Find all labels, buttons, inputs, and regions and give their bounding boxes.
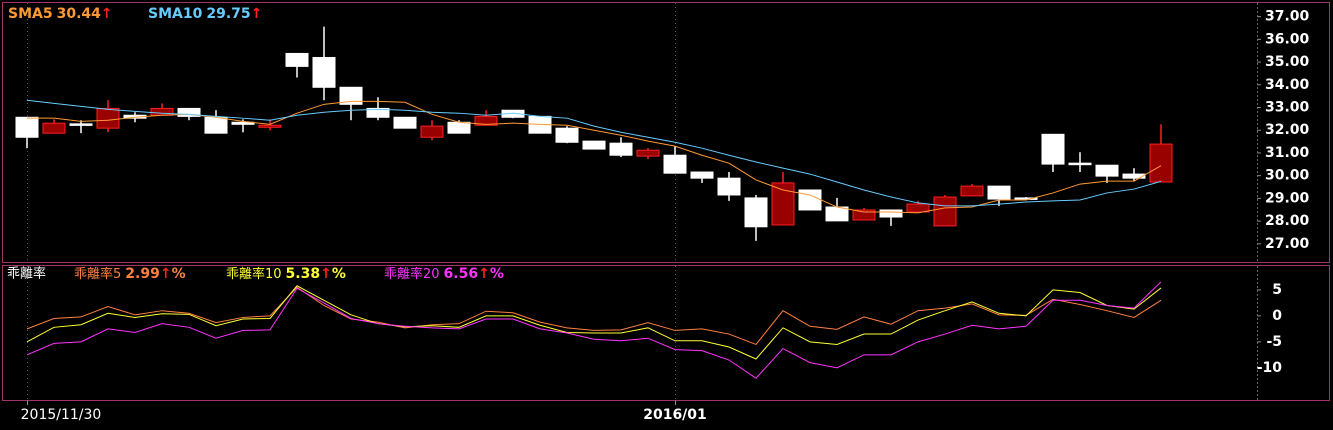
candle-body (42, 122, 66, 134)
y-tick-label: 34.00 (1265, 77, 1310, 93)
candle-body (771, 182, 795, 226)
series-line (26, 99, 1162, 207)
y-tick-label: 5 (1272, 282, 1282, 298)
candle-body (825, 206, 849, 222)
legend-entry: SMA10 29.75↑ (148, 6, 262, 22)
y-tick-label: 33.00 (1265, 100, 1310, 116)
legend-arrow: ↑ (160, 266, 172, 282)
series-line (26, 285, 1162, 360)
legend-suffix: % (332, 266, 346, 282)
y-tick-label: 35.00 (1265, 54, 1310, 70)
candle-body (798, 189, 822, 211)
legend-arrow: ↑ (478, 266, 490, 282)
legend-value: 30.44 (57, 6, 102, 22)
price-panel (2, 2, 1330, 263)
y-tick-label: 37.00 (1265, 9, 1310, 25)
indicator-title: 乖離率 (7, 266, 46, 282)
legend-suffix: % (490, 266, 504, 282)
legend-arrow: ↑ (251, 6, 263, 22)
candle-body (636, 149, 660, 157)
candle-body (204, 116, 228, 134)
candle-body (1041, 133, 1065, 165)
candle-body (609, 142, 633, 156)
legend-name: 乖離率5 (74, 266, 121, 282)
legend-value: 29.75 (206, 6, 250, 22)
legend-entry: SMA5 30.44↑ (8, 6, 113, 22)
candle-body (258, 124, 282, 128)
candle-body (312, 57, 336, 88)
legend-suffix: % (172, 266, 186, 282)
x-tick-label: 2016/01 (643, 407, 707, 423)
legend-value: 6.56 (444, 266, 479, 282)
y-tick-label: 32.00 (1265, 122, 1310, 138)
legend-arrow: ↑ (101, 6, 113, 22)
candle-body (960, 185, 984, 197)
candle-body (150, 107, 174, 116)
candle-body (15, 116, 39, 138)
legend-arrow: ↑ (320, 266, 332, 282)
series-line (26, 281, 1162, 379)
candle-body (555, 127, 579, 143)
series-line (26, 286, 1162, 346)
candle-body (1149, 143, 1173, 183)
y-tick-label: 29.00 (1265, 190, 1310, 206)
candle-body (1095, 164, 1119, 177)
candle-body (717, 177, 741, 196)
candle-body (879, 209, 903, 218)
y-tick-label: -10 (1257, 360, 1283, 376)
legend-name: 乖離率20 (384, 266, 440, 282)
legend-value: 5.38 (286, 266, 321, 282)
candle-body (69, 123, 93, 126)
y-tick-label: 27.00 (1265, 236, 1310, 252)
candle-body (1122, 173, 1146, 179)
legend-entry: 乖離率5 2.99↑% (74, 266, 186, 283)
candle-body (933, 196, 957, 227)
legend-name: SMA10 (148, 6, 203, 22)
candle-body (96, 107, 120, 129)
candle-body (582, 140, 606, 150)
y-tick-label: 0 (1272, 308, 1282, 324)
candle-body (474, 115, 498, 126)
legend-value: 2.99 (125, 266, 160, 282)
candle-body (420, 125, 444, 138)
y-tick-label: 30.00 (1265, 168, 1310, 184)
candle-body (339, 86, 363, 105)
legend-entry: 乖離率20 6.56↑% (384, 266, 504, 283)
candle-body (285, 52, 309, 67)
candle-body (393, 116, 417, 129)
candle-body (987, 185, 1011, 200)
indicator-panel (2, 265, 1330, 401)
candle-body (1068, 162, 1092, 166)
candle-body (663, 154, 687, 174)
candle-body (177, 107, 201, 117)
legend-name: 乖離率10 (226, 266, 282, 282)
y-tick-label: 36.00 (1265, 31, 1310, 47)
series-line (27, 100, 1162, 214)
y-tick-label: 31.00 (1265, 145, 1310, 161)
legend-entry: 乖離率10 5.38↑% (226, 266, 346, 283)
candle-body (447, 121, 471, 134)
y-tick-label: 28.00 (1265, 213, 1310, 229)
y-tick-label: -5 (1266, 334, 1282, 350)
candle-body (366, 107, 390, 118)
candle-body (744, 197, 768, 228)
legend-name: SMA5 (8, 6, 53, 22)
candle-body (852, 209, 876, 221)
candle-body (906, 203, 930, 213)
candle-body (690, 171, 714, 179)
candle-body (1014, 197, 1038, 200)
candle-body (231, 121, 255, 125)
x-tick-label: 2015/11/30 (21, 407, 102, 423)
